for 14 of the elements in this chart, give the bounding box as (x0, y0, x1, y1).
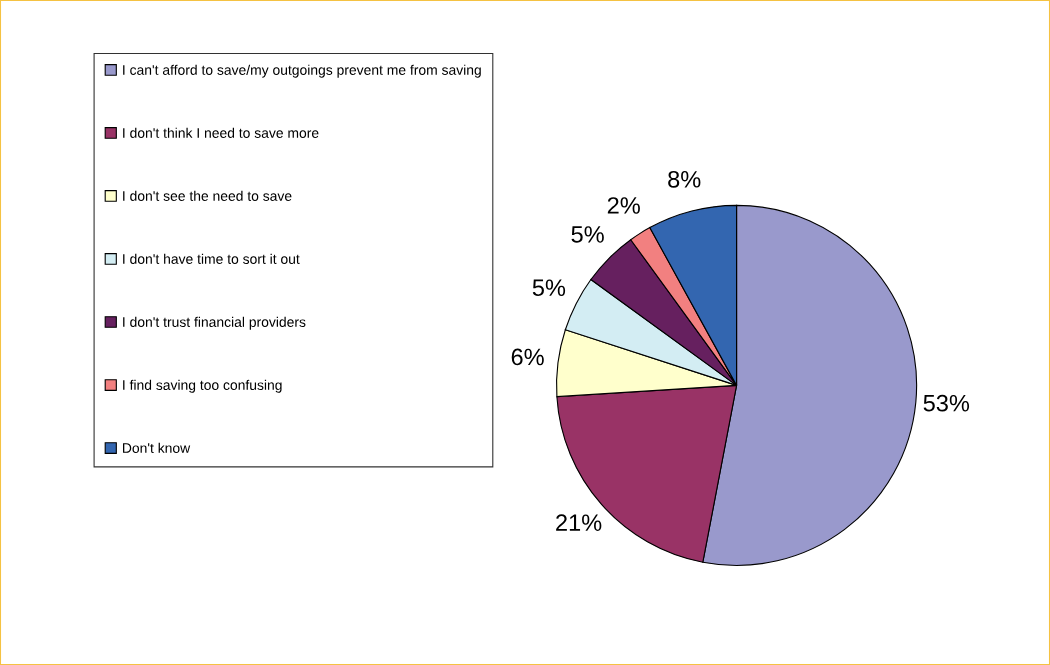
legend-label: I don't have time to sort it out (123, 253, 300, 264)
legend-label: I don't think I need to save more (123, 127, 319, 138)
legend-label: I don't see the need to save (123, 190, 292, 201)
data-label: 5% (532, 279, 566, 297)
data-label: 8% (668, 170, 701, 188)
legend-label: I find saving too confusing (123, 379, 282, 393)
data-label: 21% (556, 514, 602, 531)
data-label: 5% (571, 226, 604, 243)
legend-label: I don't trust financial providers (123, 316, 306, 330)
data-label: 2% (607, 197, 640, 214)
legend-label: I can't afford to save/my outgoings prevent me from saving (123, 64, 481, 78)
data-label: 53% (923, 394, 970, 412)
data-label: 6% (511, 348, 544, 366)
legend-label: Don't know (123, 442, 191, 454)
